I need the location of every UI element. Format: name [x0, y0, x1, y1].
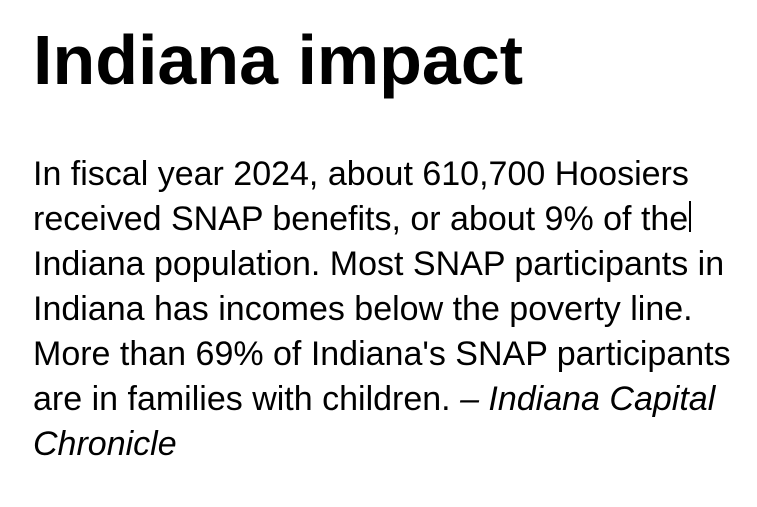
text-line-normal: Indiana population. Most SNAP participan… [33, 245, 725, 283]
document-paragraph: In fiscal year 2024, about 610,700 Hoosi… [33, 152, 737, 467]
document-title[interactable]: Indiana impact [33, 21, 524, 99]
text-line-italic: – Indiana Capital [460, 380, 716, 418]
text-line[interactable]: More than 69% of Indiana's SNAP particip… [33, 332, 737, 377]
text-line[interactable]: Indiana has incomes below the poverty li… [33, 287, 737, 332]
document-page: Indiana impact In fiscal year 2024, abou… [33, 21, 737, 467]
text-line[interactable]: In fiscal year 2024, about 610,700 Hoosi… [33, 152, 737, 197]
text-line-normal: Indiana has incomes below the poverty li… [33, 290, 693, 328]
text-line[interactable]: Indiana population. Most SNAP participan… [33, 242, 737, 287]
text-line[interactable]: received SNAP benefits, or about 9% of t… [33, 197, 737, 242]
text-line-normal: In fiscal year 2024, about 610,700 Hoosi… [33, 155, 689, 193]
text-cursor [689, 201, 692, 232]
text-line-italic: Chronicle [33, 425, 177, 463]
text-line[interactable]: Chronicle [33, 422, 737, 467]
text-line-normal: received SNAP benefits, or about 9% of t… [33, 200, 689, 238]
text-line[interactable]: are in families with children. – Indiana… [33, 377, 737, 422]
text-line-normal: are in families with children. [33, 380, 461, 418]
text-line-normal: More than 69% of Indiana's SNAP particip… [33, 335, 731, 373]
